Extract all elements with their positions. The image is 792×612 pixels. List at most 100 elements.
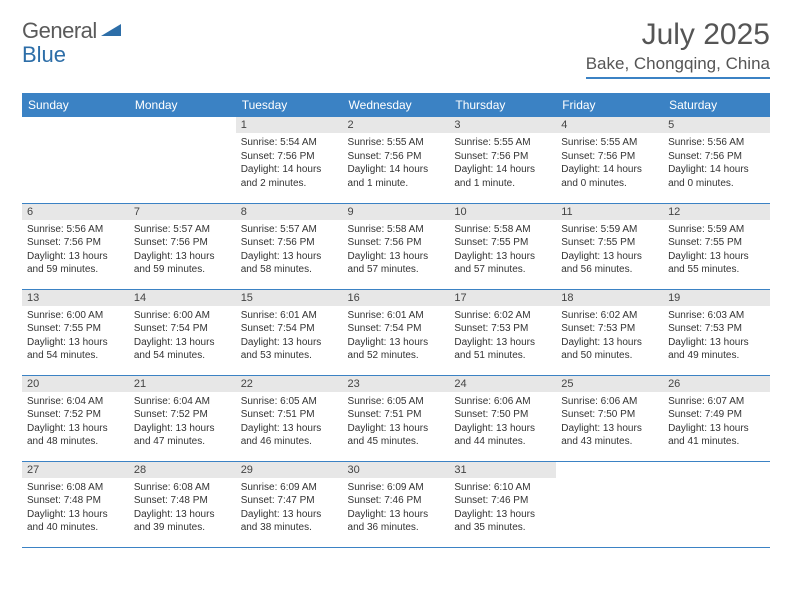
weekday-header: Wednesday [343, 93, 450, 117]
calendar-day-cell: 10Sunrise: 5:58 AMSunset: 7:55 PMDayligh… [449, 203, 556, 289]
calendar-week-row: 13Sunrise: 6:00 AMSunset: 7:55 PMDayligh… [22, 289, 770, 375]
day-number: 15 [236, 290, 343, 306]
day-number: 18 [556, 290, 663, 306]
calendar-day-cell: 9Sunrise: 5:58 AMSunset: 7:56 PMDaylight… [343, 203, 450, 289]
sunrise-line: Sunrise: 5:55 AM [561, 136, 658, 150]
sunset-line: Sunset: 7:56 PM [348, 150, 445, 164]
day-details: Sunrise: 6:06 AMSunset: 7:50 PMDaylight:… [449, 392, 556, 451]
daylight-line: Daylight: 13 hours and 54 minutes. [134, 336, 231, 363]
daylight-line: Daylight: 13 hours and 41 minutes. [668, 422, 765, 449]
daylight-line: Daylight: 14 hours and 1 minute. [348, 163, 445, 190]
day-details: Sunrise: 5:57 AMSunset: 7:56 PMDaylight:… [236, 220, 343, 279]
day-number: 17 [449, 290, 556, 306]
day-number: 30 [343, 462, 450, 478]
day-details: Sunrise: 6:03 AMSunset: 7:53 PMDaylight:… [663, 306, 770, 365]
daylight-line: Daylight: 14 hours and 2 minutes. [241, 163, 338, 190]
sunset-line: Sunset: 7:46 PM [454, 494, 551, 508]
day-number: 22 [236, 376, 343, 392]
calendar-day-cell: 25Sunrise: 6:06 AMSunset: 7:50 PMDayligh… [556, 375, 663, 461]
logo-text-left: General [22, 18, 97, 44]
calendar-day-cell: 8Sunrise: 5:57 AMSunset: 7:56 PMDaylight… [236, 203, 343, 289]
day-number: 27 [22, 462, 129, 478]
sunrise-line: Sunrise: 6:02 AM [561, 309, 658, 323]
month-title: July 2025 [586, 18, 770, 52]
calendar-day-cell [556, 461, 663, 547]
calendar-day-cell: 13Sunrise: 6:00 AMSunset: 7:55 PMDayligh… [22, 289, 129, 375]
day-details: Sunrise: 5:59 AMSunset: 7:55 PMDaylight:… [556, 220, 663, 279]
day-details: Sunrise: 6:02 AMSunset: 7:53 PMDaylight:… [556, 306, 663, 365]
sunrise-line: Sunrise: 6:00 AM [134, 309, 231, 323]
calendar-week-row: 20Sunrise: 6:04 AMSunset: 7:52 PMDayligh… [22, 375, 770, 461]
sunrise-line: Sunrise: 6:03 AM [668, 309, 765, 323]
sunrise-line: Sunrise: 5:58 AM [348, 223, 445, 237]
sunset-line: Sunset: 7:56 PM [27, 236, 124, 250]
sunset-line: Sunset: 7:56 PM [241, 236, 338, 250]
daylight-line: Daylight: 13 hours and 58 minutes. [241, 250, 338, 277]
day-details: Sunrise: 5:55 AMSunset: 7:56 PMDaylight:… [449, 133, 556, 192]
day-details: Sunrise: 6:07 AMSunset: 7:49 PMDaylight:… [663, 392, 770, 451]
daylight-line: Daylight: 14 hours and 0 minutes. [561, 163, 658, 190]
sunset-line: Sunset: 7:55 PM [454, 236, 551, 250]
day-details: Sunrise: 6:05 AMSunset: 7:51 PMDaylight:… [343, 392, 450, 451]
calendar-week-row: 6Sunrise: 5:56 AMSunset: 7:56 PMDaylight… [22, 203, 770, 289]
day-details: Sunrise: 6:10 AMSunset: 7:46 PMDaylight:… [449, 478, 556, 537]
day-number: 29 [236, 462, 343, 478]
sunset-line: Sunset: 7:55 PM [27, 322, 124, 336]
sunset-line: Sunset: 7:56 PM [241, 150, 338, 164]
calendar-day-cell: 6Sunrise: 5:56 AMSunset: 7:56 PMDaylight… [22, 203, 129, 289]
day-details: Sunrise: 6:08 AMSunset: 7:48 PMDaylight:… [129, 478, 236, 537]
sunset-line: Sunset: 7:55 PM [561, 236, 658, 250]
day-number: 6 [22, 204, 129, 220]
daylight-line: Daylight: 14 hours and 0 minutes. [668, 163, 765, 190]
sunset-line: Sunset: 7:48 PM [27, 494, 124, 508]
daylight-line: Daylight: 13 hours and 46 minutes. [241, 422, 338, 449]
day-number: 25 [556, 376, 663, 392]
day-details: Sunrise: 5:54 AMSunset: 7:56 PMDaylight:… [236, 133, 343, 192]
calendar-day-cell: 11Sunrise: 5:59 AMSunset: 7:55 PMDayligh… [556, 203, 663, 289]
day-details: Sunrise: 6:02 AMSunset: 7:53 PMDaylight:… [449, 306, 556, 365]
calendar-day-cell: 19Sunrise: 6:03 AMSunset: 7:53 PMDayligh… [663, 289, 770, 375]
sunrise-line: Sunrise: 6:06 AM [454, 395, 551, 409]
day-details: Sunrise: 5:56 AMSunset: 7:56 PMDaylight:… [22, 220, 129, 279]
day-details: Sunrise: 6:01 AMSunset: 7:54 PMDaylight:… [343, 306, 450, 365]
sunrise-line: Sunrise: 5:59 AM [668, 223, 765, 237]
day-details: Sunrise: 6:09 AMSunset: 7:46 PMDaylight:… [343, 478, 450, 537]
sunset-line: Sunset: 7:56 PM [454, 150, 551, 164]
sunrise-line: Sunrise: 5:56 AM [27, 223, 124, 237]
day-number: 21 [129, 376, 236, 392]
sunrise-line: Sunrise: 6:01 AM [348, 309, 445, 323]
calendar-week-row: 27Sunrise: 6:08 AMSunset: 7:48 PMDayligh… [22, 461, 770, 547]
sunrise-line: Sunrise: 5:59 AM [561, 223, 658, 237]
daylight-line: Daylight: 13 hours and 45 minutes. [348, 422, 445, 449]
daylight-line: Daylight: 13 hours and 53 minutes. [241, 336, 338, 363]
day-details: Sunrise: 6:01 AMSunset: 7:54 PMDaylight:… [236, 306, 343, 365]
daylight-line: Daylight: 13 hours and 36 minutes. [348, 508, 445, 535]
daylight-line: Daylight: 13 hours and 39 minutes. [134, 508, 231, 535]
day-number: 31 [449, 462, 556, 478]
calendar-day-cell: 15Sunrise: 6:01 AMSunset: 7:54 PMDayligh… [236, 289, 343, 375]
day-number: 7 [129, 204, 236, 220]
day-details: Sunrise: 5:56 AMSunset: 7:56 PMDaylight:… [663, 133, 770, 192]
sunrise-line: Sunrise: 6:01 AM [241, 309, 338, 323]
day-number: 3 [449, 117, 556, 133]
sunset-line: Sunset: 7:53 PM [668, 322, 765, 336]
calendar-day-cell: 29Sunrise: 6:09 AMSunset: 7:47 PMDayligh… [236, 461, 343, 547]
daylight-line: Daylight: 13 hours and 44 minutes. [454, 422, 551, 449]
calendar-day-cell [663, 461, 770, 547]
calendar-day-cell [129, 117, 236, 203]
sunrise-line: Sunrise: 5:55 AM [454, 136, 551, 150]
sunrise-line: Sunrise: 6:09 AM [241, 481, 338, 495]
calendar-day-cell: 1Sunrise: 5:54 AMSunset: 7:56 PMDaylight… [236, 117, 343, 203]
daylight-line: Daylight: 13 hours and 47 minutes. [134, 422, 231, 449]
day-number: 10 [449, 204, 556, 220]
sunrise-line: Sunrise: 6:08 AM [27, 481, 124, 495]
day-number: 20 [22, 376, 129, 392]
calendar-day-cell: 21Sunrise: 6:04 AMSunset: 7:52 PMDayligh… [129, 375, 236, 461]
logo-triangle-icon [101, 18, 121, 44]
sunset-line: Sunset: 7:51 PM [241, 408, 338, 422]
day-details: Sunrise: 5:59 AMSunset: 7:55 PMDaylight:… [663, 220, 770, 279]
sunset-line: Sunset: 7:56 PM [668, 150, 765, 164]
logo: General [22, 18, 123, 44]
sunset-line: Sunset: 7:56 PM [348, 236, 445, 250]
calendar-day-cell: 12Sunrise: 5:59 AMSunset: 7:55 PMDayligh… [663, 203, 770, 289]
